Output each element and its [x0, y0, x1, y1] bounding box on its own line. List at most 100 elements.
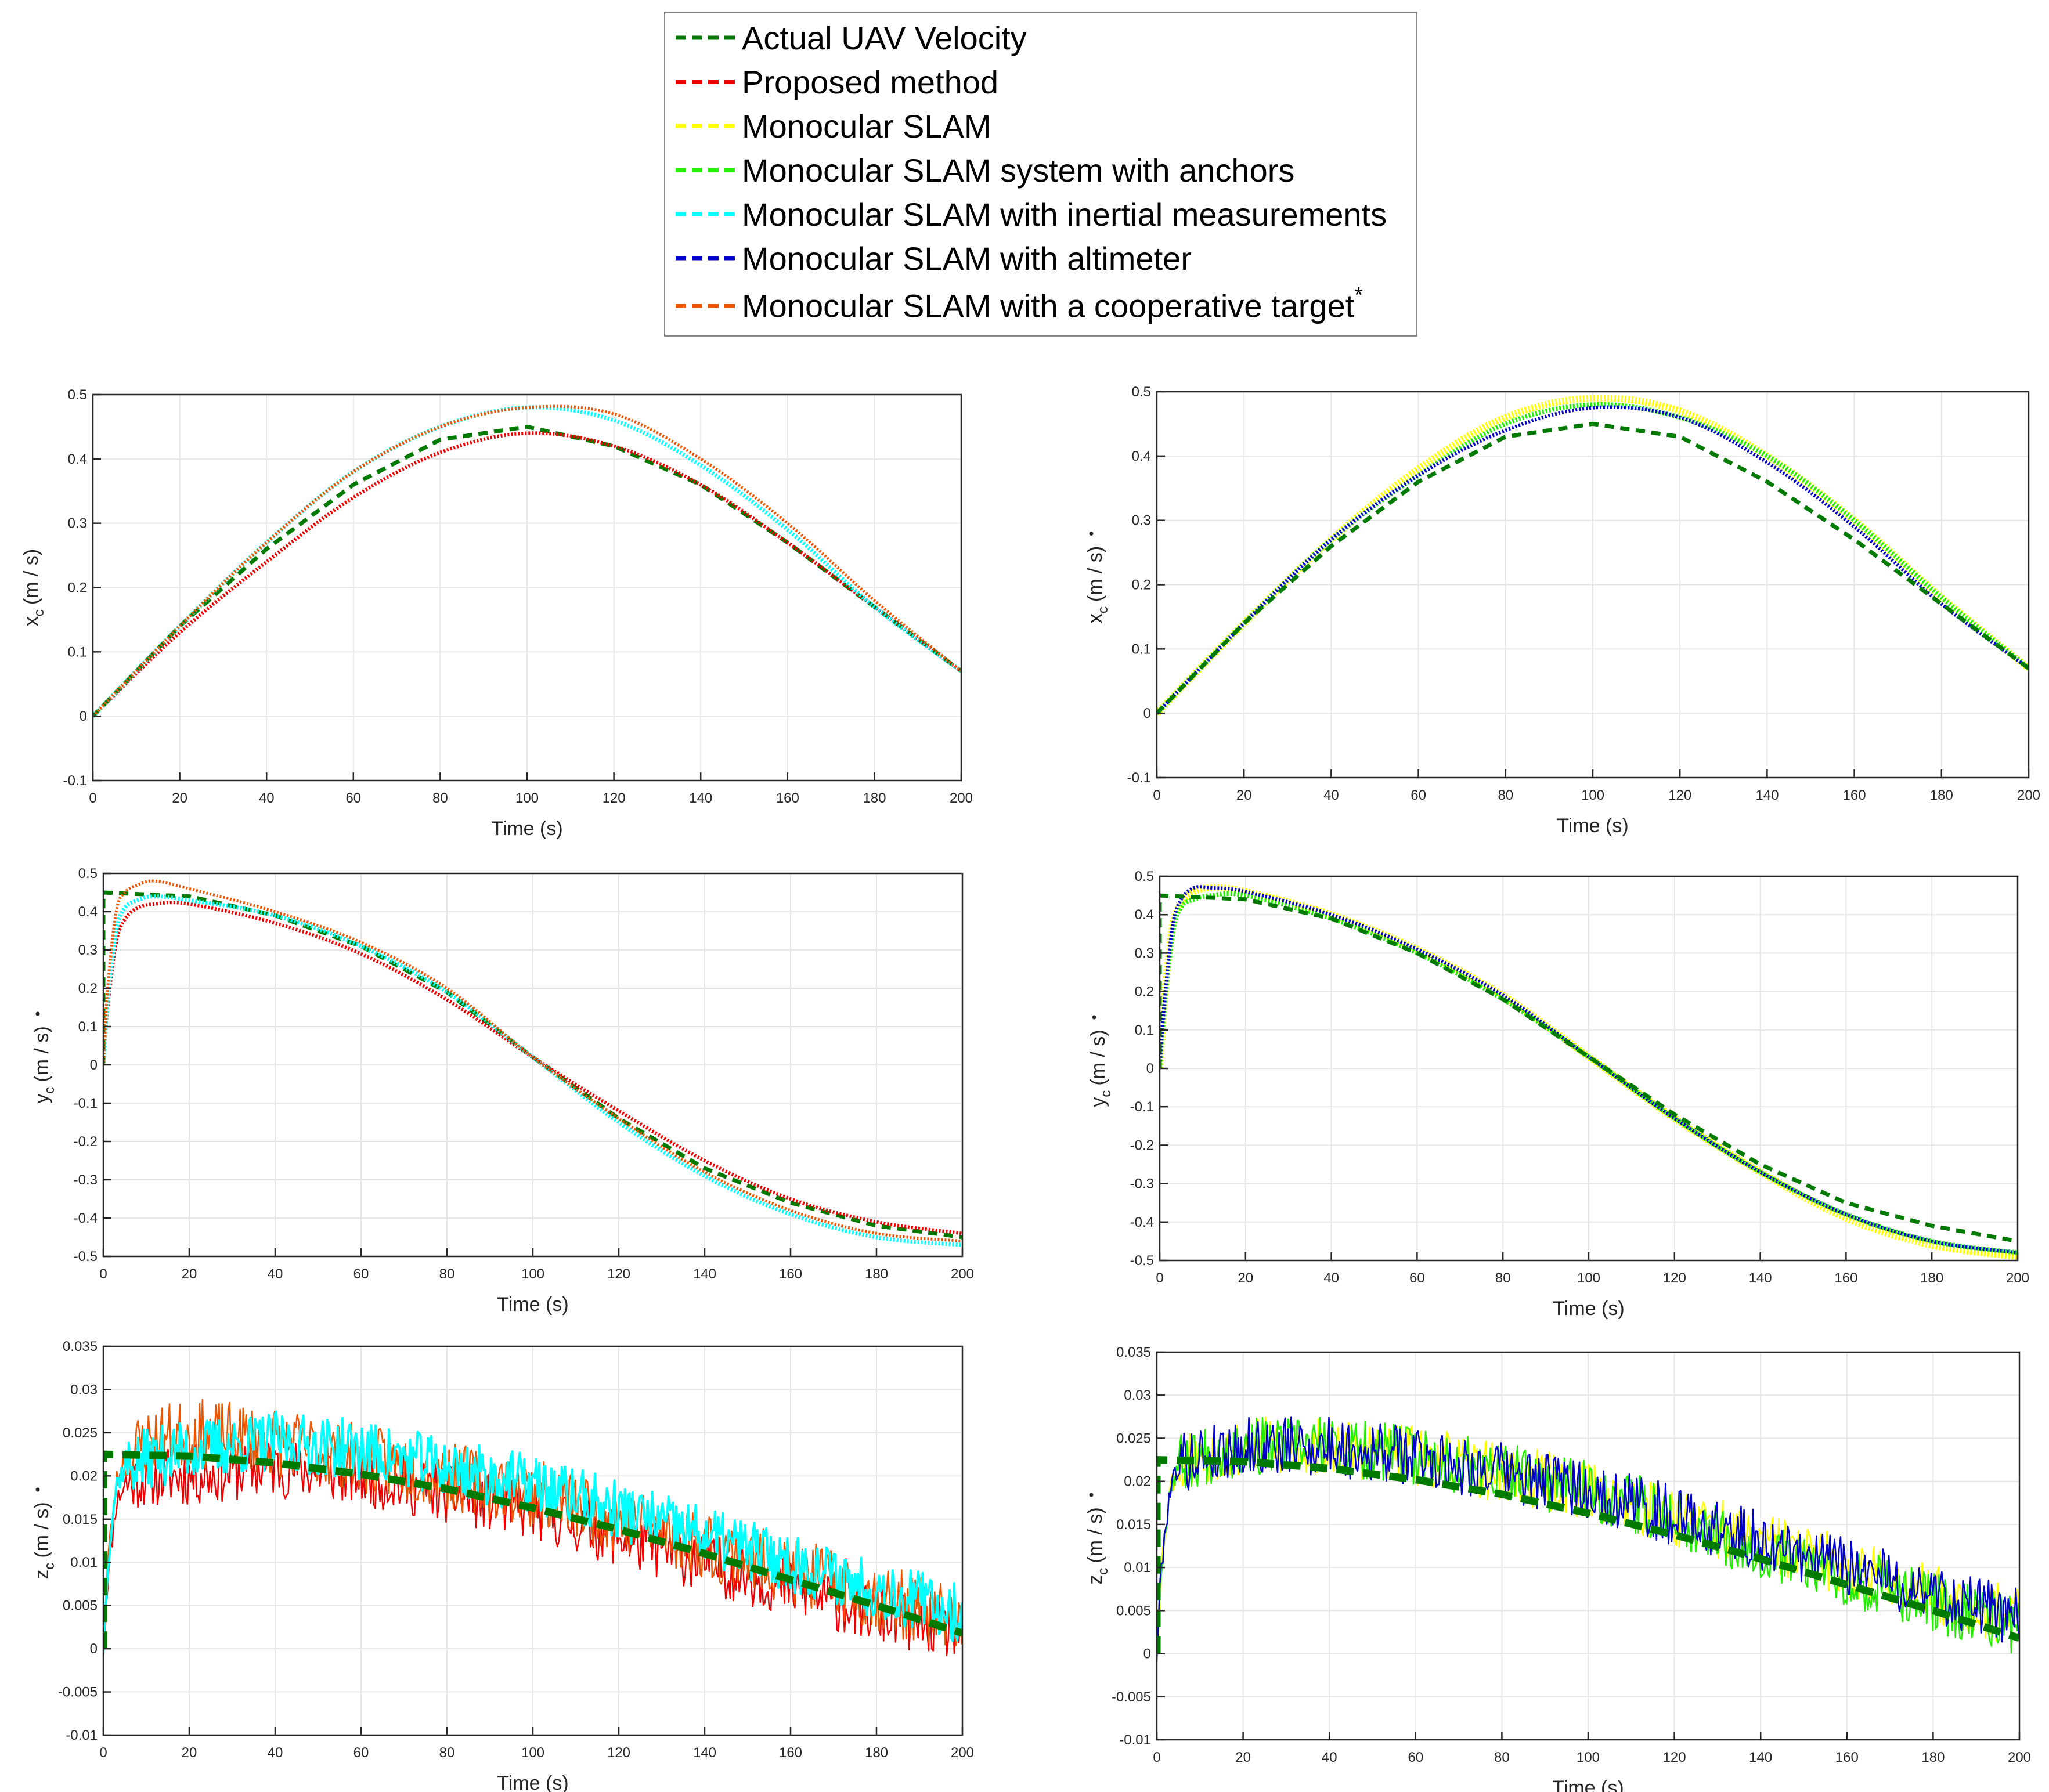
- series-line: [1160, 893, 2018, 1244]
- series-line: [103, 1399, 962, 1656]
- x-tick-label: 120: [607, 1745, 630, 1761]
- x-tick-label: 180: [1920, 1270, 1943, 1286]
- series-line: [93, 405, 961, 718]
- y-tick-label: 0: [1143, 706, 1151, 721]
- y-tick-label: 0.2: [1132, 577, 1151, 593]
- chart-yc-right: 0 20 40 60 80 100 120 140 160 180 200 -0.5 -0.4 -0.3 -…: [1087, 869, 2029, 1320]
- x-tick-label: 20: [172, 790, 187, 806]
- y-tick-label: 0.2: [78, 981, 98, 996]
- y-tick-label: 0: [1146, 1061, 1154, 1076]
- y-axis-label: xc (m / s): [1084, 546, 1111, 623]
- x-tick-label: 20: [1236, 787, 1252, 803]
- x-tick-label: 80: [439, 1745, 455, 1761]
- series-line: [1160, 884, 2018, 1260]
- y-axis-subscript: c: [1095, 1568, 1111, 1575]
- x-tick-label: 100: [1581, 787, 1604, 803]
- x-tick-label: 160: [779, 1745, 802, 1761]
- y-tick-label: -0.5: [1130, 1253, 1154, 1269]
- x-tick-label: 160: [1843, 787, 1866, 803]
- x-tick-label: 120: [603, 790, 626, 806]
- series-line: [1157, 1456, 2019, 1654]
- y-tick-label: 0.03: [70, 1382, 98, 1397]
- legend-label: Monocular SLAM system with anchors: [742, 151, 1295, 189]
- y-axis-subscript: c: [31, 609, 47, 616]
- series-group: [103, 879, 962, 1247]
- chart-xc-left: 0 20 40 60 80 100 120 140 160 180 200-0.100.10.20.…: [20, 387, 973, 840]
- chart-zc-left: 0 20 40 60 80 100 120 140 160 180 200 -0.01 -0.005 0 0…: [31, 1339, 974, 1792]
- series-line: [103, 894, 962, 1247]
- y-tick-label: 0.1: [1132, 641, 1151, 657]
- legend-swatch: [676, 212, 738, 216]
- x-tick-label: 60: [345, 790, 361, 806]
- x-axis-label: Time (s): [491, 818, 562, 840]
- derivative-dot: [1089, 532, 1094, 536]
- y-tick-label: 0.5: [68, 387, 87, 403]
- x-tick-label: 0: [89, 790, 96, 806]
- legend-label: Monocular SLAM with altimeter: [742, 240, 1192, 277]
- y-tick-label: 0: [90, 1641, 98, 1657]
- y-tick-label: 0.005: [1116, 1603, 1151, 1618]
- x-tick-label: 120: [1663, 1750, 1686, 1765]
- y-axis-symbol: y: [31, 1094, 53, 1104]
- series-line: [1157, 421, 2029, 715]
- x-tick-label: 180: [1930, 787, 1953, 803]
- y-tick-label: 0.4: [78, 904, 98, 920]
- y-tick-label: 0.02: [70, 1468, 98, 1484]
- y-tick-label: 0: [90, 1057, 98, 1073]
- y-tick-label: 0.01: [1124, 1560, 1151, 1576]
- y-axis-symbol: z: [31, 1570, 53, 1580]
- x-tick-label: 140: [1749, 1750, 1772, 1765]
- y-tick-label: 0.3: [68, 516, 87, 532]
- y-axis-label: xc (m / s): [20, 549, 47, 626]
- x-tick-label: 80: [1495, 1270, 1511, 1286]
- y-tick-label: 0.4: [1132, 449, 1151, 464]
- x-tick-label: 200: [2008, 1750, 2031, 1765]
- x-tick-label: 100: [1577, 1270, 1600, 1286]
- x-tick-label: 180: [865, 1266, 888, 1282]
- x-tick-label: 80: [1494, 1750, 1510, 1765]
- y-axis-symbol: x: [1084, 613, 1106, 623]
- y-tick-label: 0.1: [1135, 1023, 1154, 1038]
- y-axis-subscript: c: [1098, 1090, 1114, 1097]
- legend-swatch: [676, 35, 738, 40]
- x-tick-label: 140: [1749, 1270, 1772, 1286]
- y-axis-unit: (m / s): [20, 549, 42, 605]
- legend-entry: Monocular SLAM with inertial measurement…: [672, 194, 1387, 234]
- series-line: [93, 404, 961, 717]
- y-tick-label: 0.4: [1135, 907, 1154, 923]
- x-tick-label: 120: [1663, 1270, 1686, 1286]
- y-axis-label: zc (m / s): [31, 1502, 57, 1579]
- y-tick-label: 0: [1143, 1646, 1151, 1662]
- y-tick-label: 0.03: [1124, 1388, 1151, 1403]
- y-axis-unit: (m / s): [1087, 1029, 1109, 1085]
- series-line: [103, 1450, 962, 1649]
- y-tick-label: 0.025: [1116, 1430, 1151, 1446]
- legend-label: Proposed method: [742, 63, 999, 100]
- series-group: [93, 404, 961, 718]
- y-tick-label: 0.01: [70, 1555, 98, 1570]
- derivative-dot: [1092, 1015, 1096, 1020]
- x-tick-label: 180: [863, 790, 886, 806]
- legend-label: Monocular SLAM with inertial measurement…: [742, 196, 1387, 233]
- legend-label-text: Monocular SLAM with a cooperative target: [742, 287, 1355, 324]
- y-tick-label: 0.1: [78, 1019, 98, 1035]
- legend-entry: Actual UAV Velocity: [672, 17, 1027, 58]
- y-tick-label: 0.1: [68, 644, 87, 660]
- series-group: [1160, 884, 2018, 1260]
- y-axis-symbol: x: [20, 616, 42, 626]
- x-tick-label: 40: [268, 1745, 283, 1761]
- legend-entry: Monocular SLAM: [672, 106, 991, 146]
- y-tick-label: 0.3: [1132, 513, 1151, 529]
- y-tick-label: 0.035: [63, 1339, 98, 1354]
- x-tick-label: 80: [1498, 787, 1513, 803]
- x-axis-label: Time (s): [497, 1772, 568, 1792]
- x-tick-label: 0: [1153, 787, 1160, 803]
- x-tick-label: 0: [99, 1745, 107, 1761]
- legend-swatch: [676, 304, 738, 308]
- x-tick-label: 40: [1323, 787, 1339, 803]
- x-tick-label: 200: [950, 790, 973, 806]
- y-axis-label: yc (m / s): [31, 1026, 57, 1103]
- y-tick-label: -0.1: [74, 1096, 98, 1111]
- derivative-dot: [35, 1011, 40, 1016]
